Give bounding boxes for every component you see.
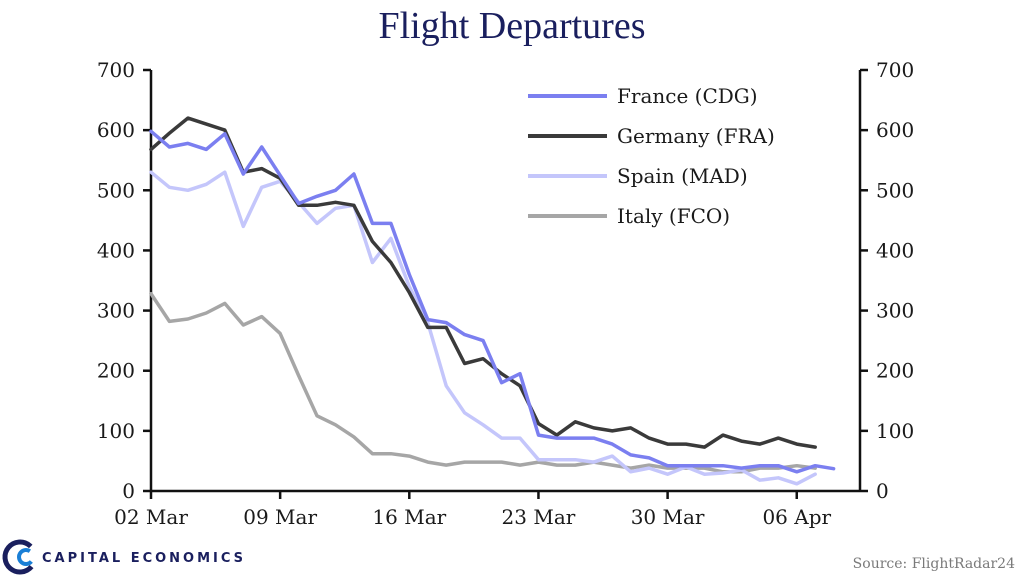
series-line-3 xyxy=(149,291,817,474)
x-tick-label: 09 Mar xyxy=(243,505,317,529)
y-tick-label-right: 300 xyxy=(876,299,914,323)
y-tick-label-left: 600 xyxy=(97,118,135,142)
x-tick-label: 23 Mar xyxy=(502,505,576,529)
series-line-0 xyxy=(149,129,836,474)
legend-label-0: France (CDG) xyxy=(617,84,758,108)
x-tick-label: 16 Mar xyxy=(372,505,446,529)
y-tick-label-right: 700 xyxy=(876,58,914,82)
capital-economics-logo: CAPITAL ECONOMICS xyxy=(2,539,246,575)
legend-label-3: Italy (FCO) xyxy=(617,204,730,228)
y-tick-label-left: 500 xyxy=(97,178,135,202)
y-tick-label-left: 100 xyxy=(97,419,135,443)
axes xyxy=(149,70,862,493)
series-lines xyxy=(149,116,836,486)
capital-economics-logo-icon xyxy=(2,539,38,575)
y-tick-label-right: 100 xyxy=(876,419,914,443)
series-line-2 xyxy=(149,170,817,486)
y-tick-label-left: 700 xyxy=(97,58,135,82)
chart-title: Flight Departures xyxy=(378,5,645,47)
legend-label-2: Spain (MAD) xyxy=(617,164,748,188)
source-note: Source: FlightRadar24 xyxy=(853,556,1015,572)
y-ticks-left: 0 100 200 300 400 500 600 700 xyxy=(97,58,151,503)
series-line-1 xyxy=(149,116,817,449)
y-tick-label-right: 200 xyxy=(876,359,914,383)
y-ticks-right: 0 100 200 300 400 500 600 700 xyxy=(860,58,914,503)
legend-label-1: Germany (FRA) xyxy=(617,124,775,148)
y-tick-label-left: 200 xyxy=(97,359,135,383)
y-tick-label-right: 500 xyxy=(876,178,914,202)
y-tick-label-right: 0 xyxy=(876,479,889,503)
company-name: CAPITAL ECONOMICS xyxy=(42,551,246,566)
y-tick-label-left: 400 xyxy=(97,238,135,262)
y-tick-label-right: 400 xyxy=(876,238,914,262)
x-tick-label: 06 Apr xyxy=(762,505,831,529)
y-tick-label-left: 0 xyxy=(122,479,135,503)
y-tick-label-left: 300 xyxy=(97,299,135,323)
x-ticks: 02 Mar 09 Mar 16 Mar 23 Mar 30 Mar 06 Apr xyxy=(114,491,831,529)
legend: France (CDG) Germany (FRA) Spain (MAD) Ital… xyxy=(528,84,775,228)
x-tick-label: 30 Mar xyxy=(631,505,705,529)
y-tick-label-right: 600 xyxy=(876,118,914,142)
x-tick-label: 02 Mar xyxy=(114,505,188,529)
